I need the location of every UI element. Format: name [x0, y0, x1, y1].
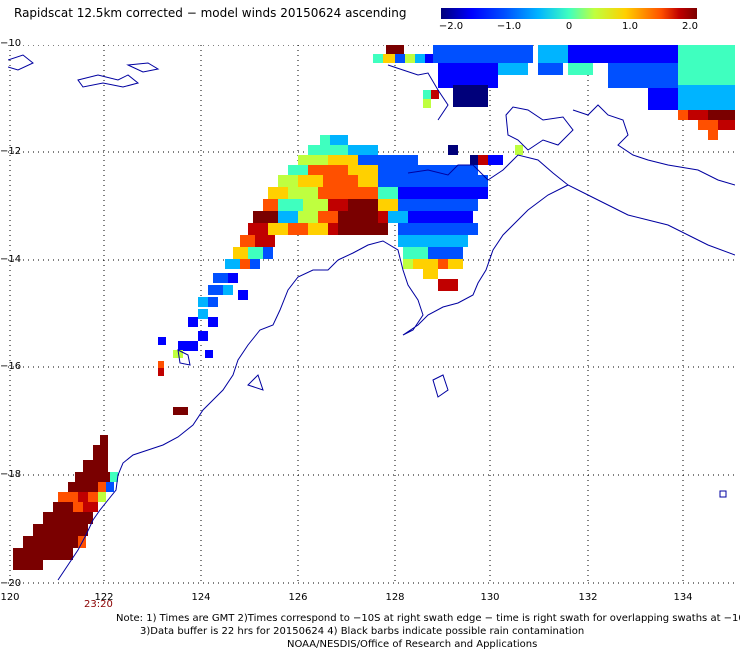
footer-credit: NOAA/NESDIS/Office of Research and Appli…	[287, 639, 538, 650]
colorbar: −2.0 −1.0 0 1.0 2.0	[439, 8, 698, 32]
footer-note-line2: 3)Data buffer is 22 hrs for 20150624 4) …	[140, 626, 585, 637]
lat-label-16s: −16	[0, 361, 22, 372]
lon-label-124: 124	[191, 592, 211, 603]
wind-difference-cells	[13, 45, 735, 570]
lon-label-134: 134	[673, 592, 693, 603]
map-panel	[8, 45, 735, 585]
lat-label-20s: −20	[0, 578, 22, 589]
colorbar-label-0: 0	[565, 21, 573, 32]
lon-label-132: 132	[578, 592, 598, 603]
lat-label-14s: −14	[0, 254, 22, 265]
lon-label-120: 120	[0, 592, 20, 603]
pass-time-label: 23:20	[84, 599, 113, 610]
colorbar-label-neg1: −1.0	[496, 21, 522, 32]
colorbar-label-pos2: 2.0	[682, 21, 698, 32]
lat-label-10s: −10	[0, 38, 22, 49]
footer-note-line1: Note: 1) Times are GMT 2)Times correspon…	[116, 613, 740, 624]
lat-label-12s: −12	[0, 146, 22, 157]
colorbar-label-neg2: −2.0	[438, 21, 464, 32]
lon-label-122: 122	[94, 592, 114, 603]
lon-label-130: 130	[480, 592, 500, 603]
colorbar-label-pos1: 1.0	[622, 21, 638, 32]
colorbar-gradient	[441, 8, 697, 19]
lat-label-18s: −18	[0, 469, 22, 480]
graticule	[8, 45, 735, 585]
lon-label-128: 128	[385, 592, 405, 603]
lon-label-126: 126	[288, 592, 308, 603]
coastlines	[8, 54, 735, 581]
map-title: Rapidscat 12.5km corrected − model winds…	[14, 6, 407, 20]
